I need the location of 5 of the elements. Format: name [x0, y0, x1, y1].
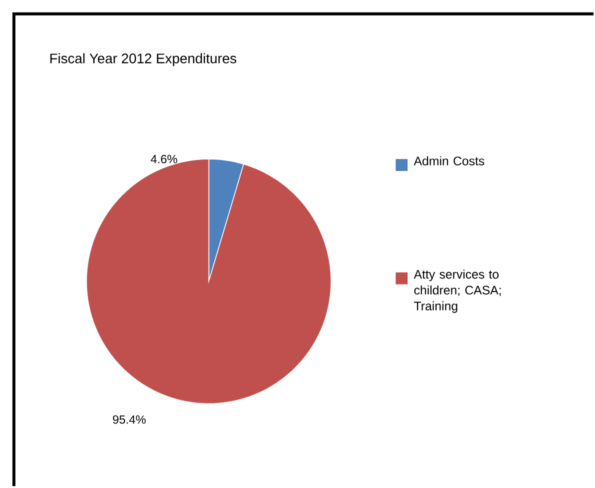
chart-title: Fiscal Year 2012 Expenditures: [50, 53, 236, 66]
data-label: 4.6%: [150, 155, 178, 164]
legend-label: Atty services to children; CASA; Training: [414, 270, 501, 314]
data-label: 95.4%: [112, 416, 146, 424]
legend-label: Admin Costs: [414, 156, 484, 166]
